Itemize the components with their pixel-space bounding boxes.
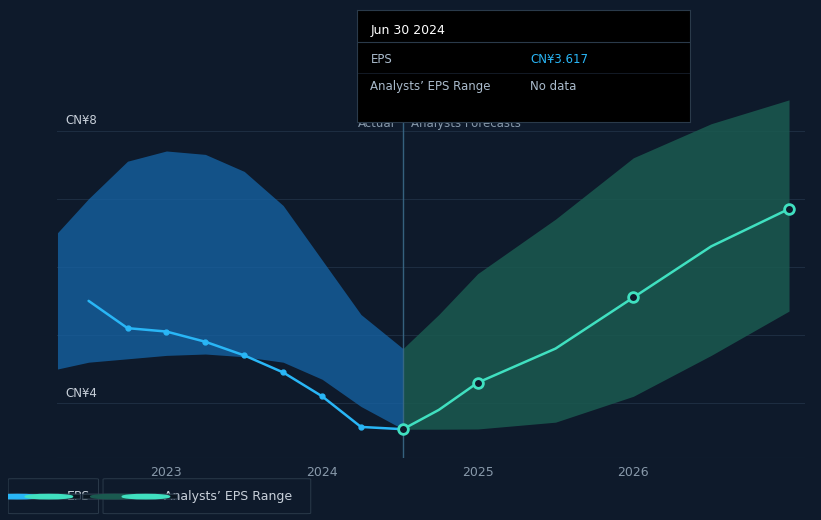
Text: Actual: Actual [358, 117, 395, 130]
Text: Jun 30 2024: Jun 30 2024 [370, 24, 445, 37]
Circle shape [0, 495, 41, 499]
FancyBboxPatch shape [103, 479, 311, 514]
Circle shape [25, 495, 72, 499]
Circle shape [122, 495, 170, 499]
Text: EPS: EPS [370, 53, 392, 66]
Text: EPS: EPS [67, 490, 90, 503]
Circle shape [90, 495, 138, 499]
FancyBboxPatch shape [0, 494, 80, 499]
Text: Analysts’ EPS Range: Analysts’ EPS Range [370, 80, 491, 93]
Text: CN¥8: CN¥8 [65, 114, 97, 127]
FancyBboxPatch shape [8, 479, 99, 514]
Text: No data: No data [530, 80, 576, 93]
Text: Analysts Forecasts: Analysts Forecasts [410, 117, 521, 130]
Text: CN¥4: CN¥4 [65, 387, 97, 400]
Text: CN¥3.617: CN¥3.617 [530, 53, 588, 66]
Text: Analysts’ EPS Range: Analysts’ EPS Range [164, 490, 292, 503]
FancyBboxPatch shape [83, 494, 177, 499]
